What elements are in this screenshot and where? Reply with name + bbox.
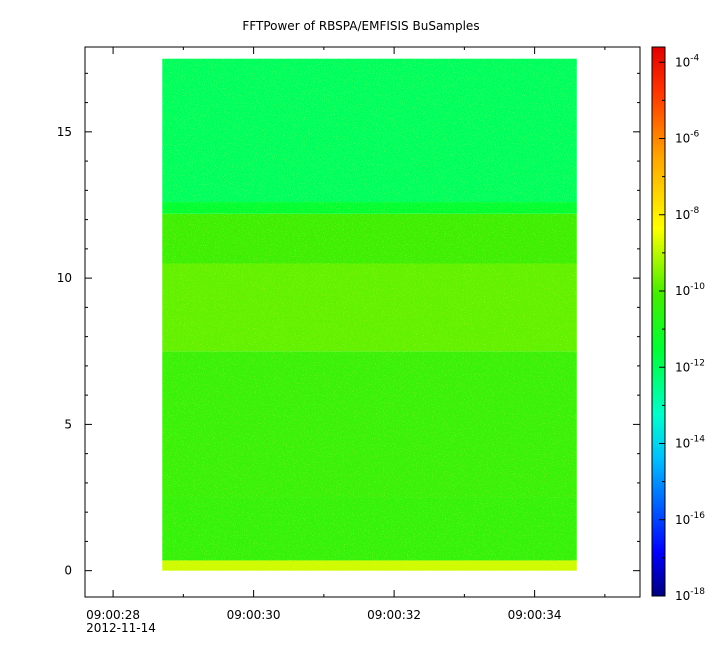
- x-tick-label: 09:00:32: [367, 608, 421, 622]
- x-date-label: 2012-11-14: [86, 621, 156, 635]
- colorbar-tick-label: 10-8: [675, 206, 700, 222]
- x-tick-label: 09:00:30: [227, 608, 281, 622]
- colorbar: [651, 46, 666, 597]
- spectrogram-noise-texture: [162, 58, 577, 571]
- y-tick-label: 10: [57, 271, 72, 285]
- x-tick-label: 09:00:28: [86, 608, 140, 622]
- y-tick-label: 15: [57, 125, 72, 139]
- y-tick-label: 5: [64, 417, 72, 431]
- chart-title: FFTPower of RBSPA/EMFISIS BuSamples: [242, 19, 479, 33]
- colorbar-tick-label: 10-10: [675, 282, 705, 298]
- y-tick-label: 0: [64, 564, 72, 578]
- colorbar-tick-label: 10-18: [675, 587, 705, 603]
- colorbar-tick-label: 10-4: [675, 53, 700, 69]
- x-tick-label: 09:00:34: [508, 608, 562, 622]
- colorbar-tick-label: 10-6: [675, 130, 700, 146]
- colorbar-tick-label: 10-12: [675, 358, 705, 374]
- colorbar-tick-label: 10-16: [675, 511, 705, 527]
- colorbar-axis: 10-4 10-6 10-8 10-10 10-12 10-14 10-16 10-18: [659, 53, 705, 603]
- colorbar-tick-label: 10-14: [675, 435, 705, 451]
- y-axis: 0 5 10 15: [57, 72, 640, 578]
